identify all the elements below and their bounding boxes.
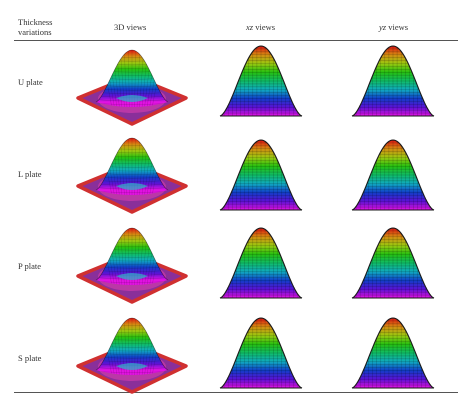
plate-3d-view-s — [76, 317, 188, 394]
plate-3d-view-l — [76, 137, 188, 214]
plate-xz-view-l — [219, 139, 303, 211]
top-rule — [14, 40, 458, 41]
header-yz-views: yz views — [379, 22, 408, 32]
row-label-s-plate: S plate — [18, 353, 42, 363]
row-label-u-plate: U plate — [18, 77, 43, 87]
header-xz-views: xz views — [246, 22, 275, 32]
plate-3d-view-u — [76, 49, 188, 126]
header-3d-views: 3D views — [114, 22, 147, 32]
header-thickness: Thickness — [18, 17, 53, 27]
plate-xz-view-s — [219, 317, 303, 389]
plate-yz-view-l — [351, 139, 435, 211]
plate-xz-view-u — [219, 45, 303, 117]
header-thickness-variations: Thickness variations — [18, 17, 52, 37]
row-label-l-plate: L plate — [18, 169, 42, 179]
plate-yz-view-p — [351, 227, 435, 299]
header-variations: variations — [18, 27, 52, 37]
plate-3d-view-p — [76, 227, 188, 304]
header-xz-axis: xz — [246, 22, 254, 32]
header-yz-word: views — [388, 22, 409, 32]
row-label-p-plate: P plate — [18, 261, 42, 271]
plate-yz-view-s — [351, 317, 435, 389]
header-xz-word: views — [255, 22, 276, 32]
bottom-rule — [14, 392, 458, 393]
header-yz-axis: yz — [379, 22, 387, 32]
plate-xz-view-p — [219, 227, 303, 299]
plate-yz-view-u — [351, 45, 435, 117]
